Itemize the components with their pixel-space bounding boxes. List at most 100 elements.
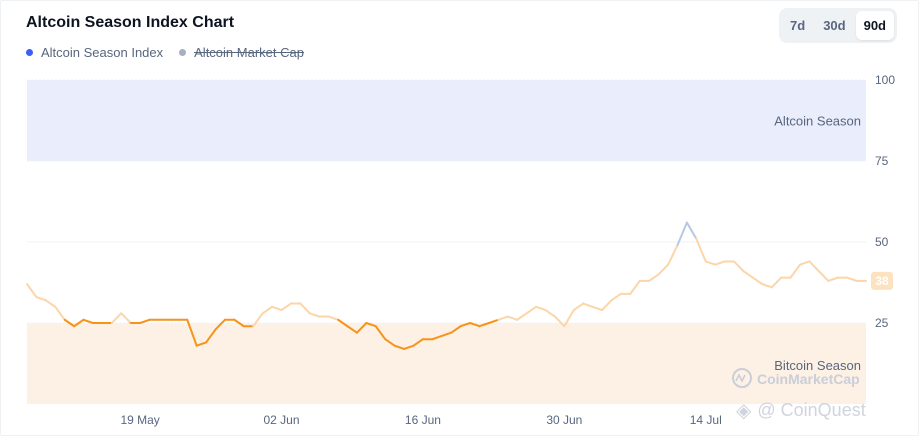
line-segment: [365, 322, 377, 328]
x-tick-label: 16 Jun: [405, 413, 441, 427]
range-7d-button[interactable]: 7d: [782, 11, 813, 40]
line-segment: [667, 244, 679, 266]
line-segment: [695, 237, 707, 263]
watermark-text: @ CoinQuest: [757, 400, 866, 420]
line-segment: [280, 302, 292, 312]
range-30d-button[interactable]: 30d: [815, 11, 853, 40]
line-segment: [186, 318, 198, 347]
altcoin-season-label: Altcoin Season: [774, 114, 861, 129]
line-segment: [648, 273, 660, 282]
line-segment: [808, 260, 820, 273]
line-segment: [714, 260, 726, 266]
legend-dot-icon: [179, 49, 187, 56]
line-segment: [195, 341, 208, 347]
y-tick-label: 25: [875, 316, 889, 330]
line-segment: [591, 305, 604, 312]
line-segment: [582, 302, 594, 308]
badge-bg: [871, 271, 893, 290]
x-tick-label: 02 Jun: [264, 413, 300, 427]
line-segment: [733, 260, 745, 273]
line-segment: [308, 312, 321, 318]
line-segment: [610, 292, 622, 302]
badge-text: 38: [875, 274, 889, 288]
line-segment: [469, 322, 481, 328]
diamond-logo-icon: ◈: [736, 400, 752, 422]
cmc-logo-icon: [732, 368, 752, 388]
y-axis: 100 75 50 25: [875, 73, 895, 330]
line-segment: [572, 302, 585, 312]
line-segment: [535, 305, 547, 312]
line-segment: [629, 279, 641, 295]
bitcoin-season-zone: [27, 323, 866, 404]
line-segment: [271, 305, 283, 312]
line-segment: [553, 315, 566, 328]
line-segment: [431, 334, 443, 341]
y-tick-label: 100: [875, 73, 895, 87]
x-tick-label: 30 Jun: [546, 413, 582, 427]
line-segment: [846, 276, 858, 282]
line-segment: [761, 283, 773, 289]
line-segment: [657, 263, 670, 276]
line-segment: [82, 318, 94, 324]
legend-item-altcoin-market-cap[interactable]: Altcoin Market Cap: [179, 45, 304, 60]
line-segment: [704, 260, 717, 266]
legend-label: Altcoin Season Index: [41, 45, 164, 60]
line-segment: [487, 318, 500, 324]
line-segment: [459, 322, 472, 328]
altcoin-season-zone: [27, 80, 866, 161]
line-segment: [544, 309, 556, 318]
line-segment: [355, 322, 368, 334]
line-segment: [789, 263, 802, 279]
line-segment: [751, 276, 764, 286]
x-tick-label: 14 Jul: [690, 413, 722, 427]
line-segment: [233, 318, 245, 328]
line-segment: [205, 328, 217, 344]
current-value-badge: 38: [871, 271, 893, 290]
line-segment: [799, 260, 811, 266]
line-segment: [827, 276, 839, 282]
x-tick-label: 19 May: [120, 413, 159, 427]
line-segment: [676, 221, 688, 247]
line-segment: [120, 312, 132, 324]
line-segment: [450, 325, 462, 334]
line-segment: [26, 283, 38, 299]
x-axis: 19 May 02 Jun 16 Jun 30 Jun 14 Jul: [120, 413, 721, 427]
y-tick-label: 50: [875, 235, 889, 249]
line-segment: [525, 305, 538, 315]
legend-dot-icon: [26, 49, 33, 56]
line-segment: [44, 299, 57, 308]
line-segment: [506, 315, 519, 321]
line-segment: [35, 296, 47, 302]
line-segment: [516, 312, 528, 321]
legend: Altcoin Season Index Altcoin Market Cap: [26, 45, 304, 60]
line-segment: [384, 338, 396, 347]
line-segment: [563, 309, 575, 328]
line-segment: [63, 318, 76, 328]
bitcoin-season-label: Bitcoin Season: [774, 358, 861, 373]
line-segment: [440, 331, 453, 337]
grid-lines: [27, 79, 866, 324]
line-segment: [337, 318, 349, 328]
line-segment: [478, 322, 490, 328]
line-segment: [54, 305, 66, 321]
line-segment: [110, 312, 123, 324]
line-segment: [742, 270, 754, 279]
line-segment: [497, 315, 509, 321]
line-segment: [327, 315, 340, 321]
line-segment: [346, 325, 358, 334]
line-segment: [393, 344, 406, 350]
line-segment: [299, 302, 311, 315]
range-90d-button[interactable]: 90d: [855, 11, 894, 40]
y-tick-label: 75: [875, 154, 889, 168]
line-segment: [252, 312, 264, 328]
line-segment: [261, 305, 274, 315]
line-segment: [403, 344, 415, 350]
line-segment: [139, 318, 151, 324]
line-segment: [601, 299, 613, 312]
line-segment: [770, 276, 783, 289]
line-segment: [685, 221, 698, 240]
legend-item-altcoin-season-index[interactable]: Altcoin Season Index: [26, 45, 163, 60]
line-segment: [73, 318, 85, 328]
line-segment: [412, 338, 424, 347]
